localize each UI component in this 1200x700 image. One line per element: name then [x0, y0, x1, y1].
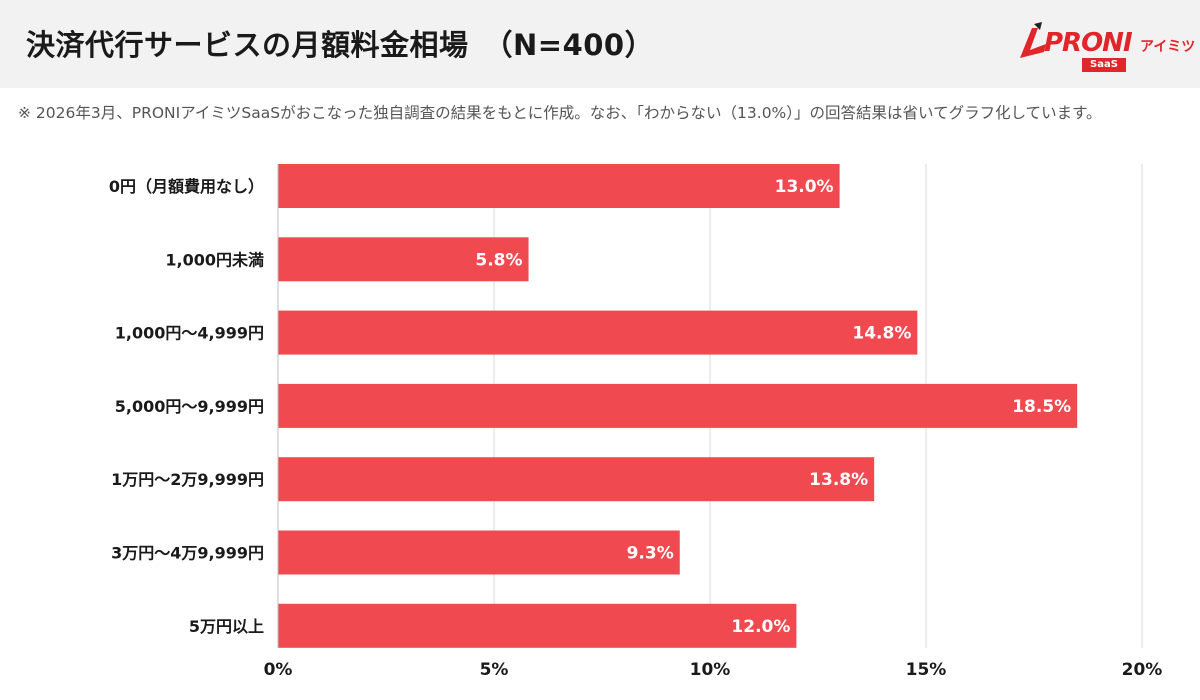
data-label: 13.8%: [809, 470, 868, 490]
logo-sub-text: アイミツ: [1140, 39, 1196, 55]
data-label: 14.8%: [852, 324, 911, 344]
category-label: 1万円〜2万9,999円: [111, 470, 264, 489]
x-tick-label: 0%: [264, 660, 293, 680]
logo-brand-text: PRONI: [1044, 28, 1133, 58]
x-tick-label: 15%: [906, 660, 947, 680]
bar: [278, 310, 918, 355]
bar: [278, 603, 797, 648]
data-label: 5.8%: [475, 250, 522, 270]
category-label: 1,000円未満: [165, 250, 264, 269]
category-label: 5万円以上: [189, 617, 264, 636]
logo-badge: SaaS: [1082, 58, 1126, 72]
logo-mark-icon: [1020, 22, 1046, 58]
bar: [278, 457, 875, 502]
bar: [278, 164, 840, 208]
category-label: 5,000円〜9,999円: [115, 397, 264, 416]
page-title: 決済代行サービスの月額料金相場 （N=400）: [26, 28, 655, 62]
category-label: 3万円〜4万9,999円: [111, 544, 264, 563]
data-label: 13.0%: [775, 177, 834, 197]
header-bar: 決済代行サービスの月額料金相場 （N=400） PRONI アイミツ SaaS: [0, 0, 1200, 88]
data-label: 9.3%: [627, 544, 674, 564]
data-label: 18.5%: [1012, 397, 1071, 417]
x-tick-label: 5%: [480, 660, 509, 680]
x-tick-label: 10%: [690, 660, 731, 680]
bar: [278, 383, 1078, 428]
x-tick-label: 20%: [1122, 660, 1163, 680]
category-label: 0円（月額費用なし）: [109, 177, 264, 196]
data-label: 12.0%: [731, 617, 790, 637]
bar: [278, 530, 680, 575]
proni-logo: PRONI アイミツ SaaS: [1016, 18, 1195, 74]
bar: [278, 237, 529, 282]
category-label: 1,000円〜4,999円: [115, 324, 264, 343]
footnote: ※ 2026年3月、PRONIアイミツSaaSがおこなった独自調査の結果をもとに…: [18, 104, 1102, 122]
bar-chart: 13.0% 0円（月額費用なし） 5.8% 1,000円未満 14.8% 1,000円〜4…: [109, 164, 1163, 680]
